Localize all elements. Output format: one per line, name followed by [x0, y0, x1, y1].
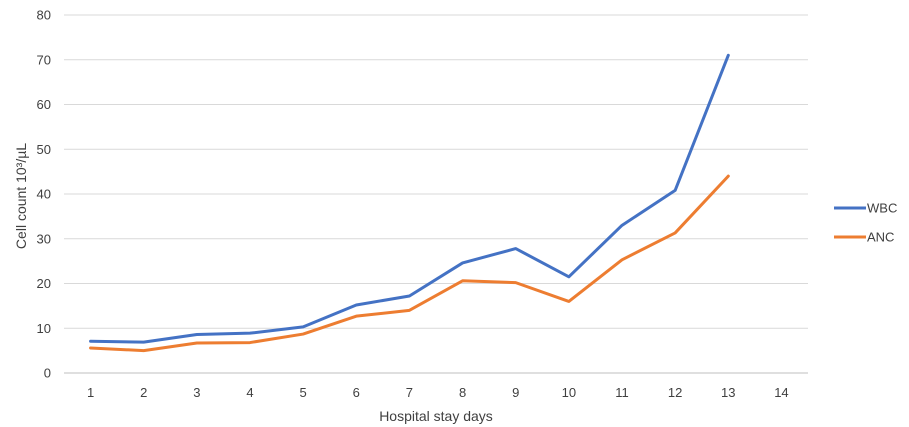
y-tick-label: 30	[37, 231, 51, 246]
legend: WBC ANC	[834, 201, 897, 245]
gridlines	[64, 14, 808, 329]
series-line-wbc	[89, 53, 730, 344]
x-tick-label: 1	[87, 385, 94, 400]
x-axis-ticks: 1 2 3 4 5 6 7 8 9 10 11 12 13 14	[87, 385, 789, 400]
x-tick-label: 2	[140, 385, 147, 400]
legend-item-wbc: WBC	[834, 201, 897, 216]
x-tick-label: 12	[668, 385, 682, 400]
legend-label: WBC	[867, 201, 897, 216]
y-tick-label: 80	[37, 8, 51, 23]
y-tick-label: 70	[37, 52, 51, 67]
x-tick-label: 11	[615, 385, 629, 400]
y-axis-ticks: 0 10 20 30 40 50 60 70 80	[37, 8, 51, 381]
x-tick-label: 5	[300, 385, 307, 400]
x-tick-label: 3	[193, 385, 200, 400]
x-tick-label: 8	[459, 385, 466, 400]
x-tick-label: 6	[353, 385, 360, 400]
x-tick-label: 10	[562, 385, 576, 400]
x-tick-label: 14	[774, 385, 788, 400]
y-tick-label: 60	[37, 97, 51, 112]
legend-label: ANC	[867, 230, 894, 245]
y-tick-label: 0	[44, 366, 51, 381]
series-lines	[89, 53, 730, 353]
y-axis-title: Cell count 10³/µL	[13, 143, 29, 249]
y-tick-label: 40	[37, 187, 51, 202]
x-tick-label: 4	[246, 385, 253, 400]
x-tick-label: 9	[512, 385, 519, 400]
y-tick-label: 50	[37, 142, 51, 157]
series-line-anc	[89, 174, 730, 353]
legend-item-anc: ANC	[834, 230, 894, 245]
y-tick-label: 20	[37, 276, 51, 291]
y-tick-label: 10	[37, 321, 51, 336]
x-tick-label: 7	[406, 385, 413, 400]
x-axis-title: Hospital stay days	[379, 408, 493, 424]
x-tick-label: 13	[721, 385, 735, 400]
